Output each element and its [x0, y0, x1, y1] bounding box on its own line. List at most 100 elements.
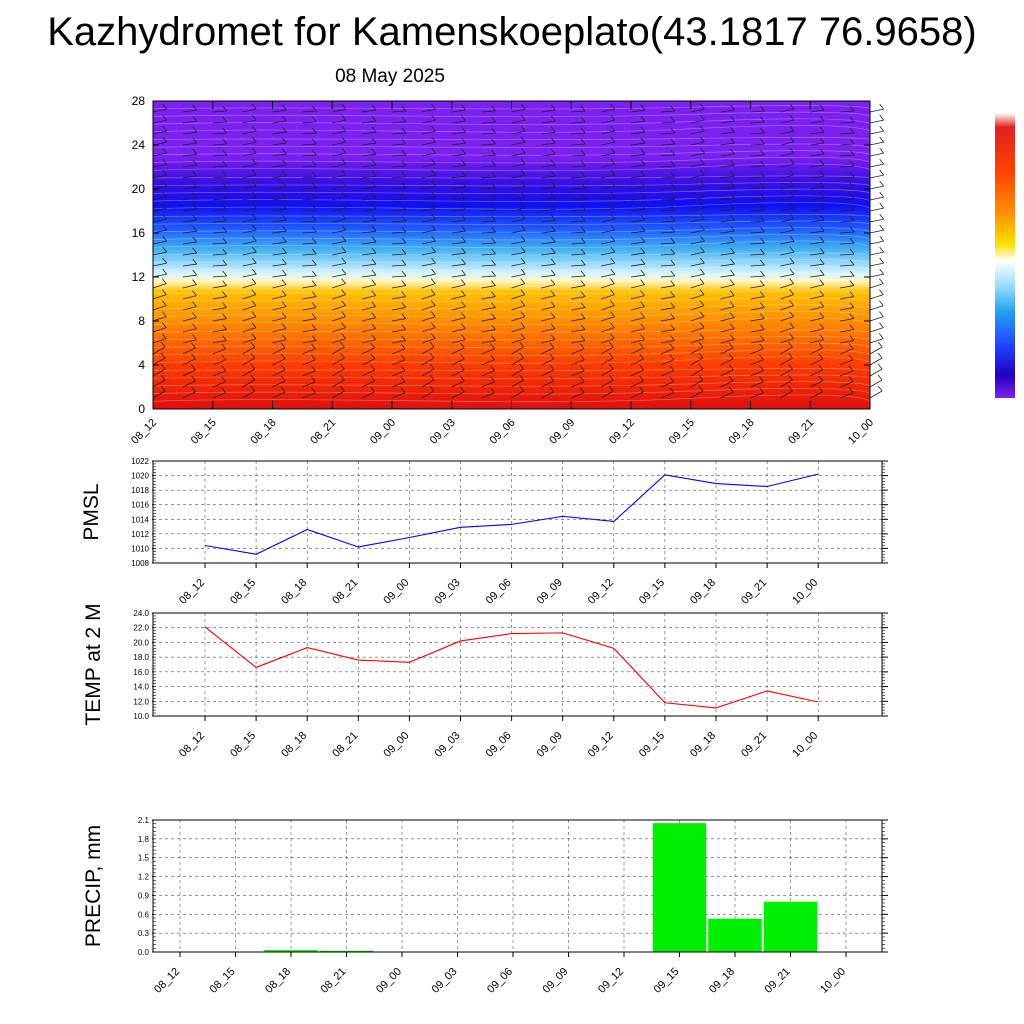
- wind-barb-flag: [550, 192, 556, 199]
- wind-barb: [839, 392, 854, 399]
- wind-barb: [780, 229, 795, 234]
- wind-barb-flag: [282, 181, 287, 188]
- wind-barb: [212, 392, 226, 399]
- wind-barb: [750, 359, 764, 366]
- wind-barb: [810, 339, 824, 344]
- wind-barb: [481, 231, 496, 234]
- wind-barb-flag: [550, 148, 556, 155]
- wind-barb: [391, 348, 406, 355]
- x-tick-label: 09_06: [484, 577, 514, 607]
- y-tick-label: 24.0: [133, 609, 149, 618]
- wind-barb-flag: [222, 138, 228, 145]
- wind-barb: [242, 273, 257, 278]
- wind-barb: [332, 119, 347, 124]
- wind-barb-flag: [580, 302, 586, 308]
- wind-barb: [630, 186, 645, 190]
- wind-barb: [541, 263, 556, 267]
- wind-barb-flag: [670, 313, 675, 319]
- wind-barb: [720, 164, 735, 168]
- wind-barb-flag: [729, 323, 735, 329]
- wind-barb-flag: [341, 235, 347, 242]
- wind-barb-flag: [221, 354, 227, 361]
- wind-barb: [660, 198, 675, 201]
- wind-barb: [182, 230, 197, 234]
- wind-barb-flag: [461, 236, 466, 243]
- contour-line: [152, 233, 871, 241]
- wind-barb-flag: [877, 385, 883, 392]
- wind-barb-flag: [670, 237, 676, 244]
- wind-barb: [660, 348, 675, 355]
- wind-barb-flag: [370, 375, 376, 382]
- wind-barb-flag: [222, 193, 228, 200]
- wind-barb: [840, 143, 855, 146]
- wind-barb: [421, 152, 436, 157]
- contour-line: [152, 156, 871, 164]
- wind-barb-flag: [669, 354, 675, 361]
- wind-barb: [720, 208, 735, 212]
- wind-barb: [481, 329, 496, 333]
- wind-barb: [810, 328, 824, 333]
- x-tick-label: 10_00: [790, 730, 820, 760]
- wind-barb-flag: [640, 334, 645, 340]
- wind-barb-flag: [640, 115, 646, 122]
- wind-barb-flag: [311, 354, 316, 361]
- wind-barb: [152, 174, 167, 179]
- wind-barb: [152, 218, 167, 223]
- wind-barb-flag: [222, 248, 228, 255]
- wind-barb-flag: [819, 279, 825, 285]
- wind-barb: [451, 230, 466, 234]
- wind-barb: [362, 274, 377, 278]
- wind-barb: [840, 307, 854, 311]
- wind-barb: [302, 318, 317, 322]
- wind-barb: [272, 369, 286, 377]
- wind-barb: [780, 346, 793, 355]
- wind-barb: [660, 359, 675, 366]
- wind-barb-flag: [550, 214, 556, 221]
- wind-barb-flag: [550, 279, 556, 285]
- wind-barb: [601, 218, 615, 223]
- wind-barb-flag: [192, 104, 198, 111]
- y-tick-label: 0.3: [138, 929, 150, 938]
- wind-barb-flag: [579, 354, 585, 361]
- y-tick-label: 1022: [131, 457, 149, 466]
- wind-barb: [481, 348, 495, 355]
- wind-barb: [182, 358, 196, 366]
- wind-barb-flag: [610, 235, 616, 242]
- wind-barb-flag: [730, 247, 735, 254]
- wind-barb-flag: [222, 226, 228, 233]
- wind-barb-flag: [491, 204, 496, 211]
- contour-line: [152, 297, 871, 302]
- wind-barb: [690, 119, 705, 124]
- wind-barb-flag: [429, 352, 435, 359]
- wind-barb-flag: [461, 225, 466, 232]
- wind-barb-flag: [669, 387, 675, 394]
- wind-barb: [601, 240, 615, 245]
- y-tick-label: 18.0: [133, 653, 149, 662]
- wind-barb: [541, 120, 556, 124]
- wind-barb: [242, 174, 257, 179]
- wind-barb-flag: [699, 289, 705, 295]
- wind-barb: [750, 392, 764, 399]
- wind-barb-flag: [341, 114, 347, 121]
- wind-barb-flag: [491, 313, 496, 319]
- wind-barb: [302, 285, 317, 289]
- wind-barb-flag: [640, 137, 646, 144]
- wind-barb: [272, 175, 287, 179]
- wind-barb: [362, 109, 377, 113]
- wind-barb-flag: [819, 203, 825, 210]
- wind-barb-flag: [759, 280, 765, 286]
- wind-barb: [511, 294, 525, 300]
- wind-barb: [152, 316, 167, 322]
- wind-barb: [810, 358, 824, 366]
- wind-barb-flag: [280, 386, 286, 393]
- wind-barb-flag: [461, 192, 466, 199]
- wind-barb: [810, 284, 824, 289]
- wind-barb-flag: [192, 192, 198, 199]
- wind-barb-flag: [789, 136, 795, 143]
- wind-barb-flag: [192, 312, 197, 318]
- wind-barb-flag: [401, 215, 407, 222]
- wind-barb-flag: [639, 386, 644, 393]
- wind-barb-flag: [879, 311, 884, 317]
- wind-barb: [810, 153, 825, 157]
- wind-barb: [810, 241, 825, 245]
